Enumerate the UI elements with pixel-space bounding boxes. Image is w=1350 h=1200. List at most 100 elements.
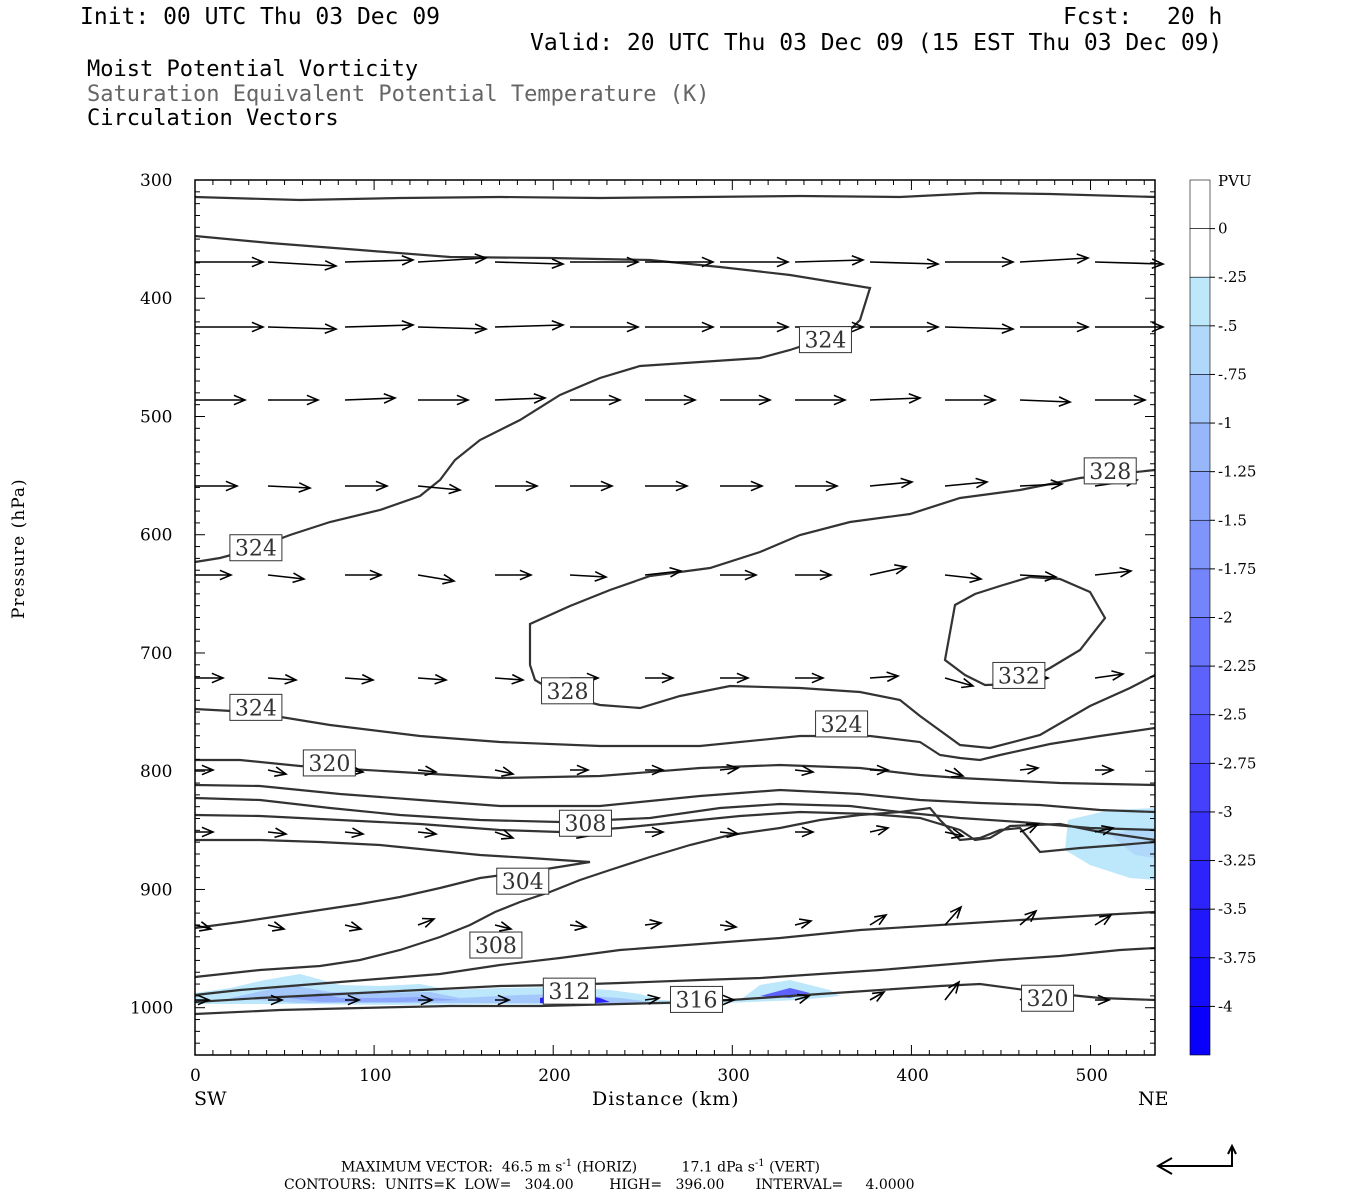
circulation-vector [869, 477, 915, 489]
colorbar-label: -3.25 [1218, 852, 1256, 870]
circulation-vector [719, 920, 739, 932]
contour-308-lower [194, 806, 1156, 979]
circulation-vector [795, 480, 840, 492]
contour-label: 324 [798, 326, 852, 354]
contour-label-text: 324 [235, 696, 277, 721]
contour-label: 316 [669, 985, 723, 1013]
circulation-vector [417, 673, 449, 685]
circulation-vector [1020, 321, 1091, 333]
circulation-vector [944, 828, 965, 839]
colorbar-label: -2.25 [1218, 657, 1256, 675]
forecast-hour: 20 h [1167, 4, 1223, 30]
circulation-vector [1094, 566, 1134, 578]
field-title-pv: Moist Potential Vorticity [87, 57, 419, 82]
contour-top [194, 191, 1156, 202]
circulation-vector [345, 480, 390, 492]
circulation-vector [645, 764, 666, 776]
contour-312-lower [194, 910, 1156, 997]
circulation-vector [344, 827, 366, 839]
contour-label-box [669, 985, 723, 1013]
contour-label: 320 [302, 749, 356, 777]
colorbar-swatch [1189, 811, 1211, 861]
contour-label: 324 [229, 693, 283, 721]
circulation-vector [418, 394, 471, 406]
colorbar-unit: PVU [1218, 172, 1252, 190]
circulation-vector [495, 480, 540, 492]
circulation-vector [720, 480, 765, 492]
contour-320-lower [194, 982, 1156, 1016]
circulation-vector [570, 480, 615, 492]
circulation-vector [869, 258, 941, 270]
y-tick-label: 900 [140, 880, 172, 900]
contour-label-text: 324 [804, 329, 846, 354]
circulation-vector [570, 764, 591, 776]
y-tick-label: 300 [140, 171, 172, 191]
circulation-vector [944, 572, 984, 584]
field-title-theta: Saturation Equivalent Potential Temperat… [87, 82, 710, 107]
contour-label: 320 [1021, 984, 1075, 1012]
colorbar-label: -.25 [1218, 268, 1247, 286]
y-tick-label: 500 [140, 407, 172, 427]
circulation-vector [644, 994, 662, 1005]
y-tick-label: 1000 [130, 999, 173, 1019]
colorbar-label: -1.5 [1218, 511, 1247, 529]
circulation-vector [794, 254, 866, 266]
circulation-vector [869, 564, 908, 576]
max-vector-horiz: MAXIMUM VECTOR: 46.5 m s [341, 1159, 563, 1176]
circulation-vector [944, 677, 975, 689]
circulation-vector [494, 921, 513, 932]
contour-label-text: 308 [564, 812, 606, 837]
circulation-vector [795, 569, 834, 581]
plot-frame [194, 179, 1156, 1056]
colorbar-swatch [1189, 860, 1211, 910]
pv-colorbar: PVU 0 -.25 -.5 -.75 -1 -1.25 -1.5 -1.75 -2 -2.25 -2… [1189, 172, 1256, 1056]
circulation-vector [268, 994, 285, 1006]
circulation-vector [644, 918, 664, 930]
y-axis-label: Pressure (hPa) [9, 478, 29, 619]
circulation-vector [1019, 570, 1059, 582]
circulation-vector [494, 393, 548, 404]
circulation-vector [645, 256, 716, 268]
max-vector-vert: 17.1 dPa s [681, 1159, 755, 1176]
circulation-vector [417, 573, 457, 585]
colorbar-label: -2.5 [1218, 706, 1247, 724]
circulation-vector [344, 254, 416, 266]
circulation-vector [1094, 913, 1113, 926]
circulation-vector [719, 763, 741, 775]
circulation-vector [267, 673, 299, 685]
circulation-vector [869, 393, 923, 404]
colorbar-swatch [1189, 276, 1211, 327]
contour-label: 304 [496, 867, 550, 895]
contour-label-box [992, 661, 1046, 689]
contour-label-box [469, 931, 523, 959]
colorbar-swatch [1189, 228, 1211, 278]
circulation-vector [569, 920, 589, 932]
circulation-vector [720, 321, 791, 333]
circulation-vector [869, 913, 888, 926]
circulation-vector [418, 994, 435, 1006]
colorbar-label: -4 [1218, 997, 1233, 1015]
contour-label: 308 [469, 931, 523, 959]
circulation-vector [1019, 763, 1041, 775]
horiz-label: (HORIZ) [572, 1159, 638, 1176]
circulation-vector [417, 253, 489, 265]
contour-label: 324 [229, 534, 283, 562]
pv-shade-surface-strong [290, 993, 460, 1002]
colorbar-swatch [1189, 374, 1211, 424]
circulation-vector [945, 256, 1016, 268]
circulation-vector [1019, 823, 1040, 834]
x-tick-label: 400 [896, 1066, 928, 1086]
circulation-vector [870, 764, 891, 776]
circulation-vector [267, 259, 339, 271]
colorbar-label: -3.5 [1218, 900, 1247, 918]
contour-label-text: 304 [502, 870, 544, 895]
circulation-vector [870, 321, 941, 333]
circulation-vector [1019, 253, 1091, 265]
colorbar-swatch [1189, 568, 1211, 618]
contour-label-box [1021, 984, 1075, 1012]
circulation-vector [195, 764, 216, 776]
circulation-vector [494, 258, 566, 270]
circulation-vector [494, 673, 526, 685]
contour-316-lower [194, 946, 1156, 1004]
